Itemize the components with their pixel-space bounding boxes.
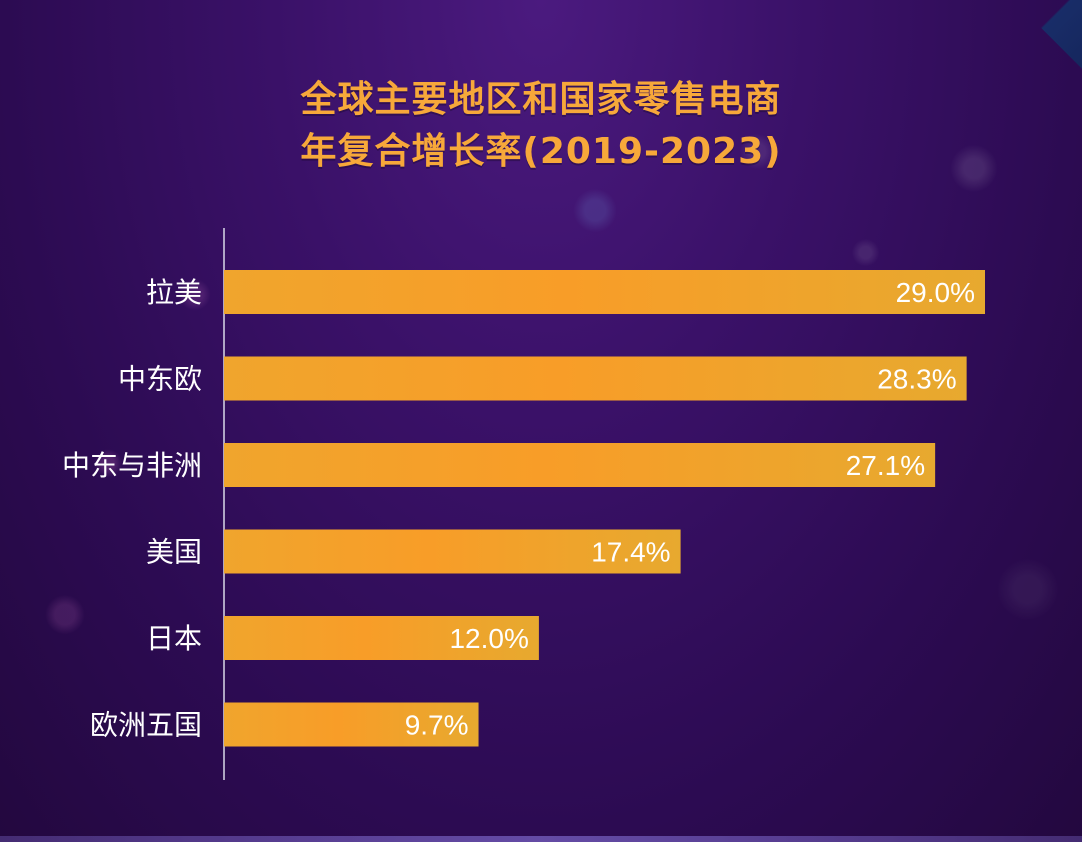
category-label-4: 美国: [146, 536, 202, 569]
bar-4: [224, 529, 681, 574]
chart-title: 全球主要地区和国家零售电商 年复合增长率(2019-2023): [0, 74, 1082, 178]
value-label-5: 12.0%: [449, 623, 528, 654]
value-label-2: 28.3%: [877, 364, 956, 395]
bars-layer: [224, 270, 985, 747]
value-label-4: 17.4%: [591, 537, 670, 568]
value-labels-layer: 29.0% 28.3% 27.1% 17.4% 12.0% 9.7%: [405, 277, 975, 741]
bar-1: [224, 270, 985, 314]
bar-5: [224, 616, 539, 660]
category-label-1: 拉美: [146, 276, 202, 309]
value-label-3: 27.1%: [846, 450, 925, 481]
category-label-5: 日本: [146, 622, 202, 655]
value-label-1: 29.0%: [896, 277, 975, 308]
bar-6: [224, 702, 479, 747]
bar-2: [224, 356, 967, 401]
chart-title-line-1: 全球主要地区和国家零售电商: [300, 79, 782, 120]
category-label-6: 欧洲五国: [90, 709, 202, 742]
bar-3: [224, 443, 936, 487]
category-label-3: 中东与非洲: [62, 449, 202, 482]
chart-title-line-2: 年复合增长率(2019-2023): [300, 131, 782, 172]
category-label-2: 中东欧: [118, 363, 202, 396]
value-label-6: 9.7%: [405, 710, 469, 741]
